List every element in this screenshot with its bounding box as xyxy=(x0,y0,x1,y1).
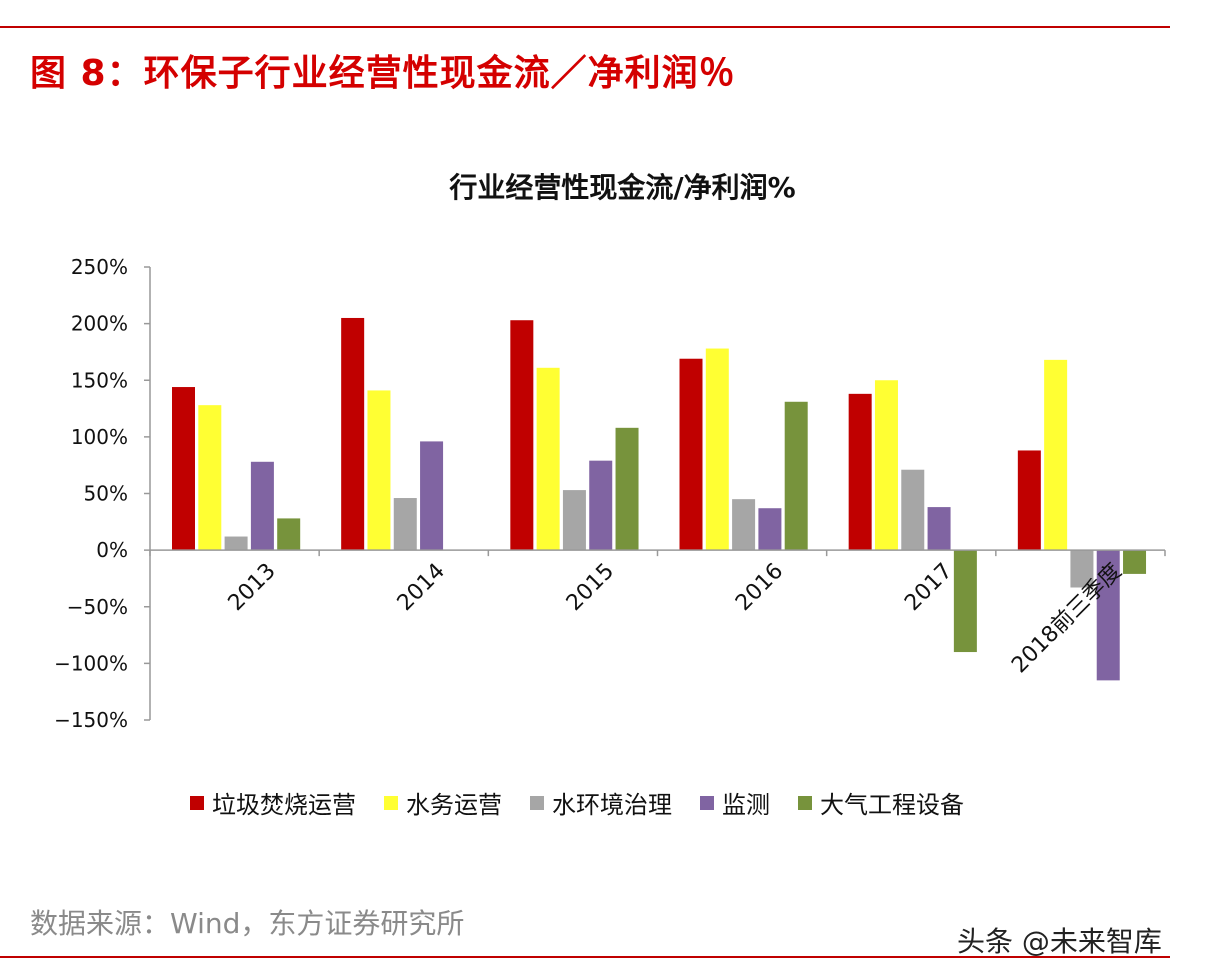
x-category-label: 2017 xyxy=(900,559,957,616)
bar-0-5 xyxy=(1017,450,1041,551)
bottom-rule xyxy=(0,956,1170,958)
y-tick-label: 200% xyxy=(71,312,128,336)
x-category-label: 2013 xyxy=(224,559,281,616)
bar-1-5 xyxy=(1044,359,1068,551)
y-tick-label: −150% xyxy=(54,708,128,732)
legend-swatch xyxy=(530,795,544,810)
bar-4-5 xyxy=(1123,550,1147,574)
bar-0-3 xyxy=(679,358,703,551)
legend-label: 水环境治理 xyxy=(552,791,672,819)
y-tick-label: 50% xyxy=(84,482,128,506)
legend-item-waste-incineration: 垃圾焚烧运营 xyxy=(190,785,356,820)
top-rule xyxy=(0,26,1170,28)
bar-4-0 xyxy=(277,518,301,551)
legend-label: 水务运营 xyxy=(406,791,502,819)
bar-1-2 xyxy=(536,367,560,551)
bar-4-2 xyxy=(615,427,639,551)
bar-3-1 xyxy=(420,441,444,551)
y-tick-label: −50% xyxy=(67,595,128,619)
bar-2-5 xyxy=(1070,550,1094,588)
legend-label: 垃圾焚烧运营 xyxy=(212,791,356,819)
bar-2-0 xyxy=(224,536,248,551)
legend-item-monitoring: 监测 xyxy=(700,785,770,820)
bar-1-4 xyxy=(874,380,898,551)
legend-item-water-environment: 水环境治理 xyxy=(530,785,672,820)
bar-2-4 xyxy=(901,469,925,551)
bar-3-4 xyxy=(927,507,951,551)
bar-2-3 xyxy=(732,499,756,551)
bar-4-3 xyxy=(784,401,808,551)
x-category-label: 2016 xyxy=(731,559,788,616)
bar-2-1 xyxy=(393,498,417,551)
bar-0-1 xyxy=(341,317,365,551)
chart-legend: 垃圾焚烧运营 水务运营 水环境治理 监测 大气工程设备 xyxy=(190,785,964,820)
y-tick-label: 100% xyxy=(71,425,128,449)
bar-0-2 xyxy=(510,320,534,551)
bar-3-2 xyxy=(589,460,613,551)
bar-1-1 xyxy=(367,390,391,551)
x-category-label: 2015 xyxy=(562,559,619,616)
bar-chart: 250% 200% 150% 100% 50% 0% −50% −100% −150% 2013 2… xyxy=(54,255,1166,732)
figure-title: 图 8：环保子行业经营性现金流／净利润％ xyxy=(30,53,736,94)
bar-3-3 xyxy=(758,508,782,551)
legend-item-air-equipment: 大气工程设备 xyxy=(798,785,964,820)
bar-4-4 xyxy=(953,550,977,653)
y-tick-label: −100% xyxy=(54,651,128,675)
legend-swatch xyxy=(798,795,812,810)
source-note: 数据来源：Wind，东方证券研究所 xyxy=(30,907,465,940)
legend-swatch xyxy=(190,795,204,810)
bar-0-4 xyxy=(848,393,872,551)
bar-0-0 xyxy=(172,387,195,551)
y-tick-label: 250% xyxy=(71,255,128,279)
legend-swatch xyxy=(700,795,714,810)
legend-item-water-operation: 水务运营 xyxy=(384,785,502,820)
y-tick-label: 0% xyxy=(96,538,128,562)
watermark: 头条 @未来智库 xyxy=(957,925,1162,958)
legend-swatch xyxy=(384,795,398,810)
chart-title: 行业经营性现金流/净利润% xyxy=(449,171,796,204)
bar-2-2 xyxy=(562,490,586,551)
y-tick-label: 150% xyxy=(71,368,128,392)
bar-3-5 xyxy=(1096,550,1120,681)
bar-1-0 xyxy=(198,405,222,551)
x-category-label: 2014 xyxy=(393,559,450,616)
bar-1-3 xyxy=(705,348,729,551)
bar-3-0 xyxy=(250,461,274,551)
legend-label: 监测 xyxy=(722,791,770,819)
legend-label: 大气工程设备 xyxy=(820,791,964,819)
